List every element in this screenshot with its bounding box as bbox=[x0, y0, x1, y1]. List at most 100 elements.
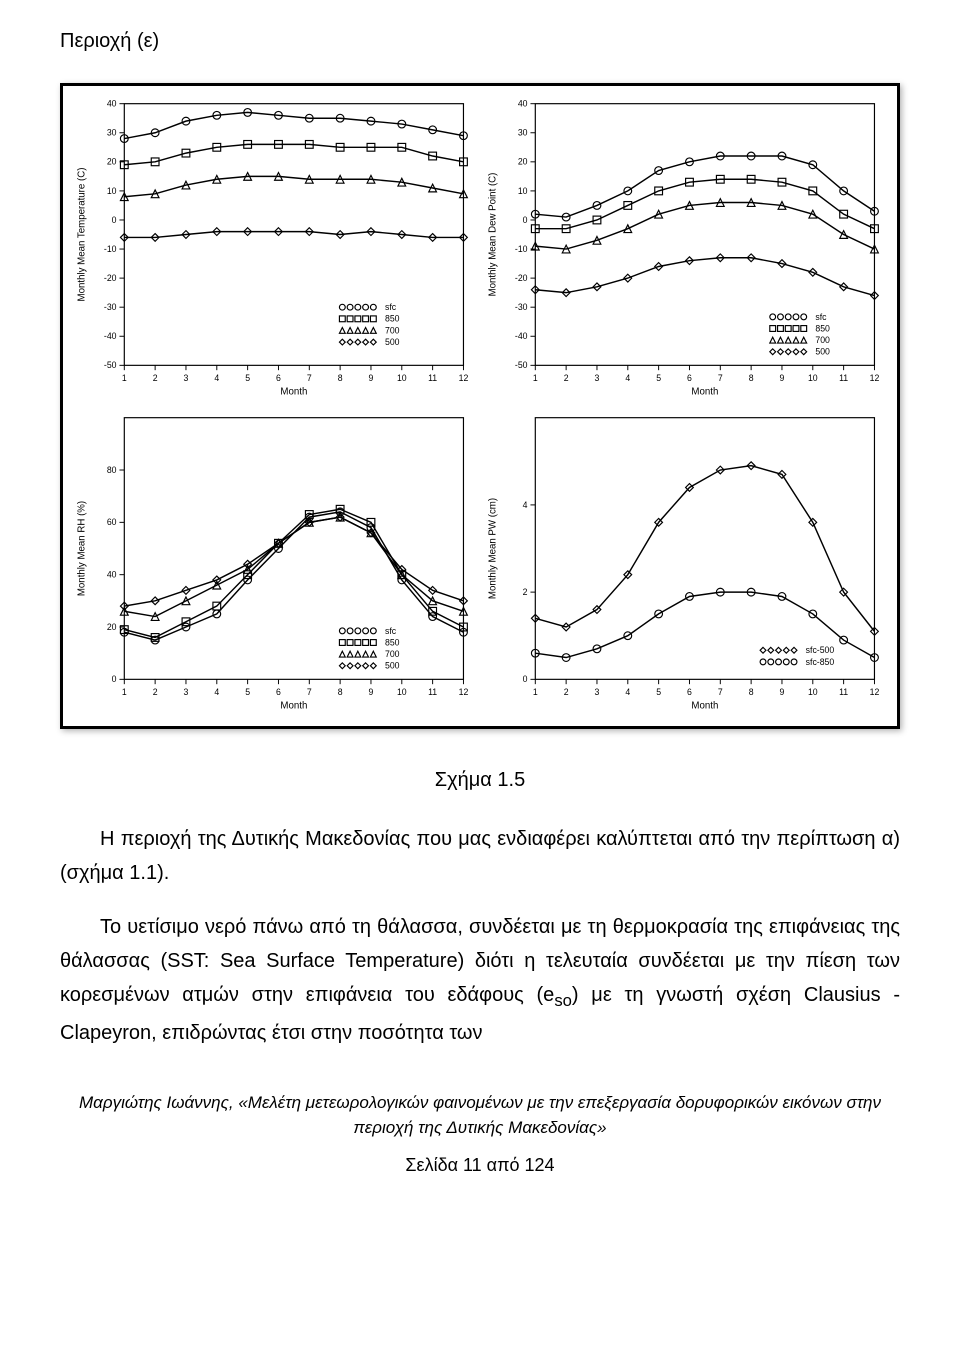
svg-text:850: 850 bbox=[385, 314, 400, 324]
svg-text:-10: -10 bbox=[515, 244, 528, 254]
svg-text:80: 80 bbox=[107, 465, 117, 475]
svg-text:40: 40 bbox=[107, 570, 117, 580]
svg-text:6: 6 bbox=[276, 373, 281, 383]
svg-text:7: 7 bbox=[718, 687, 723, 697]
svg-text:0: 0 bbox=[112, 674, 117, 684]
svg-text:5: 5 bbox=[245, 687, 250, 697]
svg-text:10: 10 bbox=[397, 373, 407, 383]
svg-text:40: 40 bbox=[518, 99, 528, 109]
page-number: Σελίδα 11 από 124 bbox=[60, 1155, 900, 1176]
svg-text:6: 6 bbox=[276, 687, 281, 697]
svg-text:-10: -10 bbox=[104, 244, 117, 254]
svg-text:30: 30 bbox=[518, 128, 528, 138]
svg-text:10: 10 bbox=[808, 373, 818, 383]
svg-text:10: 10 bbox=[397, 687, 407, 697]
svg-text:0: 0 bbox=[523, 674, 528, 684]
figure-frame: -50-40-30-20-10010203040123456789101112M… bbox=[60, 83, 900, 729]
svg-text:700: 700 bbox=[385, 649, 400, 659]
svg-text:5: 5 bbox=[245, 373, 250, 383]
svg-text:2: 2 bbox=[153, 687, 158, 697]
svg-text:-30: -30 bbox=[104, 302, 117, 312]
svg-text:7: 7 bbox=[718, 373, 723, 383]
svg-text:30: 30 bbox=[107, 128, 117, 138]
svg-text:1: 1 bbox=[533, 373, 538, 383]
svg-text:4: 4 bbox=[625, 687, 630, 697]
svg-text:20: 20 bbox=[518, 157, 528, 167]
svg-text:7: 7 bbox=[307, 373, 312, 383]
svg-text:-20: -20 bbox=[515, 273, 528, 283]
svg-text:sfc: sfc bbox=[385, 302, 397, 312]
svg-text:3: 3 bbox=[595, 687, 600, 697]
svg-text:8: 8 bbox=[338, 687, 343, 697]
svg-text:12: 12 bbox=[459, 687, 469, 697]
svg-text:-50: -50 bbox=[104, 360, 117, 370]
svg-text:11: 11 bbox=[428, 687, 437, 697]
svg-text:-40: -40 bbox=[515, 331, 528, 341]
svg-text:Monthly Mean Temperature (C): Monthly Mean Temperature (C) bbox=[77, 168, 88, 302]
svg-text:12: 12 bbox=[459, 373, 469, 383]
svg-text:11: 11 bbox=[839, 373, 848, 383]
svg-text:sfc-500: sfc-500 bbox=[806, 645, 835, 655]
svg-text:2: 2 bbox=[523, 587, 528, 597]
svg-text:8: 8 bbox=[338, 373, 343, 383]
footer-credit: Μαργιώτης Ιωάννης, «Μελέτη μετεωρολογικώ… bbox=[60, 1090, 900, 1141]
figure-caption: Σχήμα 1.5 bbox=[60, 769, 900, 792]
svg-text:Month: Month bbox=[691, 386, 718, 397]
svg-text:1: 1 bbox=[533, 687, 538, 697]
svg-text:3: 3 bbox=[184, 373, 189, 383]
panel-temperature: -50-40-30-20-10010203040123456789101112M… bbox=[71, 94, 478, 404]
svg-text:2: 2 bbox=[564, 687, 569, 697]
svg-text:sfc: sfc bbox=[385, 626, 397, 636]
svg-text:500: 500 bbox=[815, 347, 830, 357]
svg-text:40: 40 bbox=[107, 99, 117, 109]
svg-text:700: 700 bbox=[385, 325, 400, 335]
svg-text:20: 20 bbox=[107, 622, 117, 632]
svg-text:4: 4 bbox=[523, 500, 528, 510]
panel-dewpoint: -50-40-30-20-10010203040123456789101112M… bbox=[482, 94, 889, 404]
svg-text:4: 4 bbox=[214, 373, 219, 383]
svg-text:3: 3 bbox=[184, 687, 189, 697]
svg-text:Monthly Mean RH (%): Monthly Mean RH (%) bbox=[77, 501, 88, 596]
svg-text:60: 60 bbox=[107, 517, 117, 527]
panel-rh: 020406080123456789101112MonthMonthly Mea… bbox=[71, 408, 478, 718]
svg-text:8: 8 bbox=[749, 373, 754, 383]
region-label: Περιοχή (ε) bbox=[60, 30, 900, 53]
svg-text:850: 850 bbox=[385, 638, 400, 648]
svg-text:500: 500 bbox=[385, 661, 400, 671]
svg-text:Month: Month bbox=[280, 700, 307, 711]
svg-text:20: 20 bbox=[107, 157, 117, 167]
svg-text:-40: -40 bbox=[104, 331, 117, 341]
svg-text:7: 7 bbox=[307, 687, 312, 697]
svg-text:sfc: sfc bbox=[815, 312, 827, 322]
svg-text:sfc-850: sfc-850 bbox=[806, 657, 835, 667]
svg-text:10: 10 bbox=[518, 186, 528, 196]
svg-text:0: 0 bbox=[523, 215, 528, 225]
svg-text:Monthly Mean PW (cm): Monthly Mean PW (cm) bbox=[488, 498, 499, 599]
svg-text:9: 9 bbox=[369, 373, 374, 383]
svg-text:1: 1 bbox=[122, 373, 127, 383]
svg-text:8: 8 bbox=[749, 687, 754, 697]
svg-text:11: 11 bbox=[428, 373, 437, 383]
body-paragraph-2: Το υετίσιμο νερό πάνω από τη θάλασσα, συ… bbox=[60, 910, 900, 1049]
svg-text:Month: Month bbox=[691, 700, 718, 711]
svg-text:10: 10 bbox=[107, 186, 117, 196]
svg-text:850: 850 bbox=[815, 323, 830, 333]
svg-text:6: 6 bbox=[687, 373, 692, 383]
svg-text:11: 11 bbox=[839, 687, 848, 697]
svg-text:Month: Month bbox=[280, 386, 307, 397]
svg-text:5: 5 bbox=[656, 373, 661, 383]
svg-text:-30: -30 bbox=[515, 302, 528, 312]
svg-text:9: 9 bbox=[780, 373, 785, 383]
svg-text:6: 6 bbox=[687, 687, 692, 697]
svg-text:5: 5 bbox=[656, 687, 661, 697]
svg-text:2: 2 bbox=[564, 373, 569, 383]
svg-text:10: 10 bbox=[808, 687, 818, 697]
svg-text:12: 12 bbox=[870, 687, 880, 697]
svg-text:-50: -50 bbox=[515, 360, 528, 370]
svg-text:500: 500 bbox=[385, 337, 400, 347]
svg-text:9: 9 bbox=[780, 687, 785, 697]
svg-text:3: 3 bbox=[595, 373, 600, 383]
svg-text:4: 4 bbox=[625, 373, 630, 383]
svg-text:1: 1 bbox=[122, 687, 127, 697]
svg-text:9: 9 bbox=[369, 687, 374, 697]
